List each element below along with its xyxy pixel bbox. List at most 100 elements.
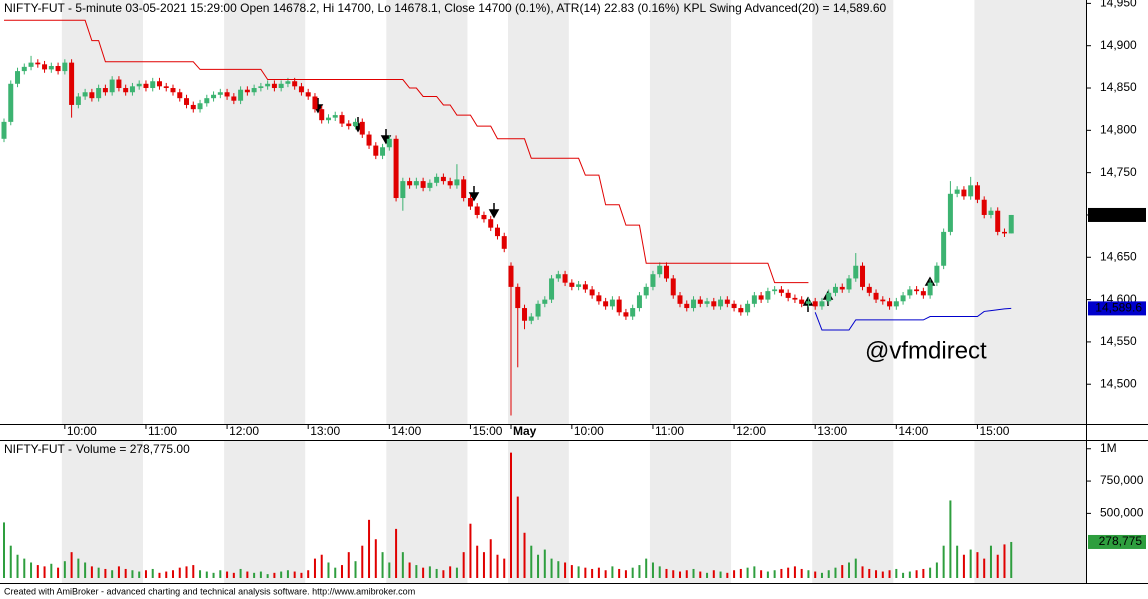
panel-series-label: Volume = 278,775.00: [76, 442, 190, 456]
volume-bar: [766, 571, 769, 578]
candle-body: [522, 308, 528, 321]
volume-bar: [692, 568, 695, 578]
candle-body: [542, 299, 548, 304]
indicator-line: [4, 19, 809, 284]
candle-body: [1, 121, 7, 139]
session-band: [386, 0, 468, 424]
volume-bar: [618, 568, 621, 578]
volume-bar: [117, 566, 120, 578]
volume-bar: [300, 572, 303, 578]
volume-bar: [719, 571, 722, 578]
volume-bar: [868, 568, 871, 578]
candle-body: [224, 92, 230, 97]
volume-bar: [787, 567, 790, 578]
candle-body: [914, 289, 920, 292]
candle-body: [353, 121, 359, 127]
candle-body: [123, 88, 129, 93]
candle-body: [366, 134, 372, 146]
candle-body: [731, 303, 737, 309]
volume-bar: [807, 570, 810, 578]
candle-body: [292, 81, 298, 87]
candle-body: [988, 210, 994, 215]
volume-bar: [537, 554, 540, 578]
volume-bar: [57, 567, 60, 578]
candle-body: [136, 83, 142, 87]
candle-body: [427, 182, 433, 188]
candle-body: [772, 289, 778, 292]
volume-bar: [989, 545, 992, 578]
candle-body: [481, 214, 487, 220]
candle-body: [650, 274, 656, 287]
volume-bar: [969, 549, 972, 578]
candle-body: [271, 83, 277, 89]
volume-bar: [462, 552, 465, 578]
volume-bar: [266, 574, 269, 578]
volume-bar: [50, 563, 53, 578]
candle-body: [55, 66, 61, 72]
volume-bar: [942, 545, 945, 578]
candle-body: [325, 117, 331, 121]
volume-bar: [516, 496, 519, 578]
session-band: [224, 441, 306, 583]
candle-body: [380, 147, 386, 156]
candle-body: [880, 299, 886, 302]
candle-body: [258, 86, 264, 89]
x-tick-label: 12:00: [229, 424, 259, 438]
candle-body: [724, 299, 730, 304]
candle-body: [204, 98, 210, 104]
volume-bar: [543, 549, 546, 578]
candle-body: [630, 308, 636, 317]
footer: Created with AmiBroker - advanced charti…: [4, 586, 415, 596]
candle-body: [461, 179, 467, 199]
candle-body: [170, 88, 176, 93]
candle-body: [920, 291, 926, 296]
candle-body: [812, 301, 818, 307]
y-tick-label: 14,950: [1100, 0, 1137, 10]
volume-bar: [232, 572, 235, 578]
candle-body: [440, 176, 446, 182]
volume-bar: [962, 554, 965, 578]
candle-body: [467, 198, 473, 207]
candle-body: [244, 89, 250, 93]
candle-body: [48, 66, 54, 70]
volume-bar: [70, 552, 73, 578]
candle-body: [596, 295, 602, 302]
volume-bar: [16, 554, 19, 578]
candle-body: [643, 286, 649, 296]
candle-body: [974, 185, 980, 200]
volume-bar: [645, 558, 648, 578]
session-bands: [61, 0, 1086, 583]
candle-body: [298, 86, 304, 93]
volume-bar: [564, 562, 567, 578]
volume-bar: [557, 561, 560, 578]
volume-bar: [482, 552, 485, 578]
volume-bar: [739, 568, 742, 578]
candle-body: [400, 181, 406, 199]
volume-bar: [374, 539, 377, 578]
volume-bar: [178, 567, 181, 578]
volume-bar: [381, 552, 384, 578]
volume-bar: [861, 566, 864, 578]
candle-body: [102, 88, 108, 93]
x-tick-label: 11:00: [148, 424, 177, 438]
volume-bar: [902, 572, 905, 578]
y-tick-label: 14,800: [1100, 123, 1137, 137]
volume-bar: [36, 565, 39, 578]
volume-bar: [341, 565, 343, 578]
candle-body: [494, 227, 500, 237]
candle-body: [873, 292, 879, 300]
candle-body: [75, 96, 81, 105]
volume-bar: [746, 567, 749, 578]
sell-arrow: [468, 186, 480, 202]
candle-body: [285, 81, 291, 84]
volume-bar: [226, 571, 229, 578]
volume-bar: [192, 565, 195, 578]
volume-bar: [415, 565, 418, 578]
candle-body: [623, 312, 629, 317]
candle-body: [21, 66, 27, 72]
candle-body: [582, 284, 588, 290]
candle-body: [177, 92, 183, 99]
volume-bar: [151, 568, 154, 578]
volume-bar: [422, 567, 425, 578]
candle-body: [265, 83, 271, 87]
